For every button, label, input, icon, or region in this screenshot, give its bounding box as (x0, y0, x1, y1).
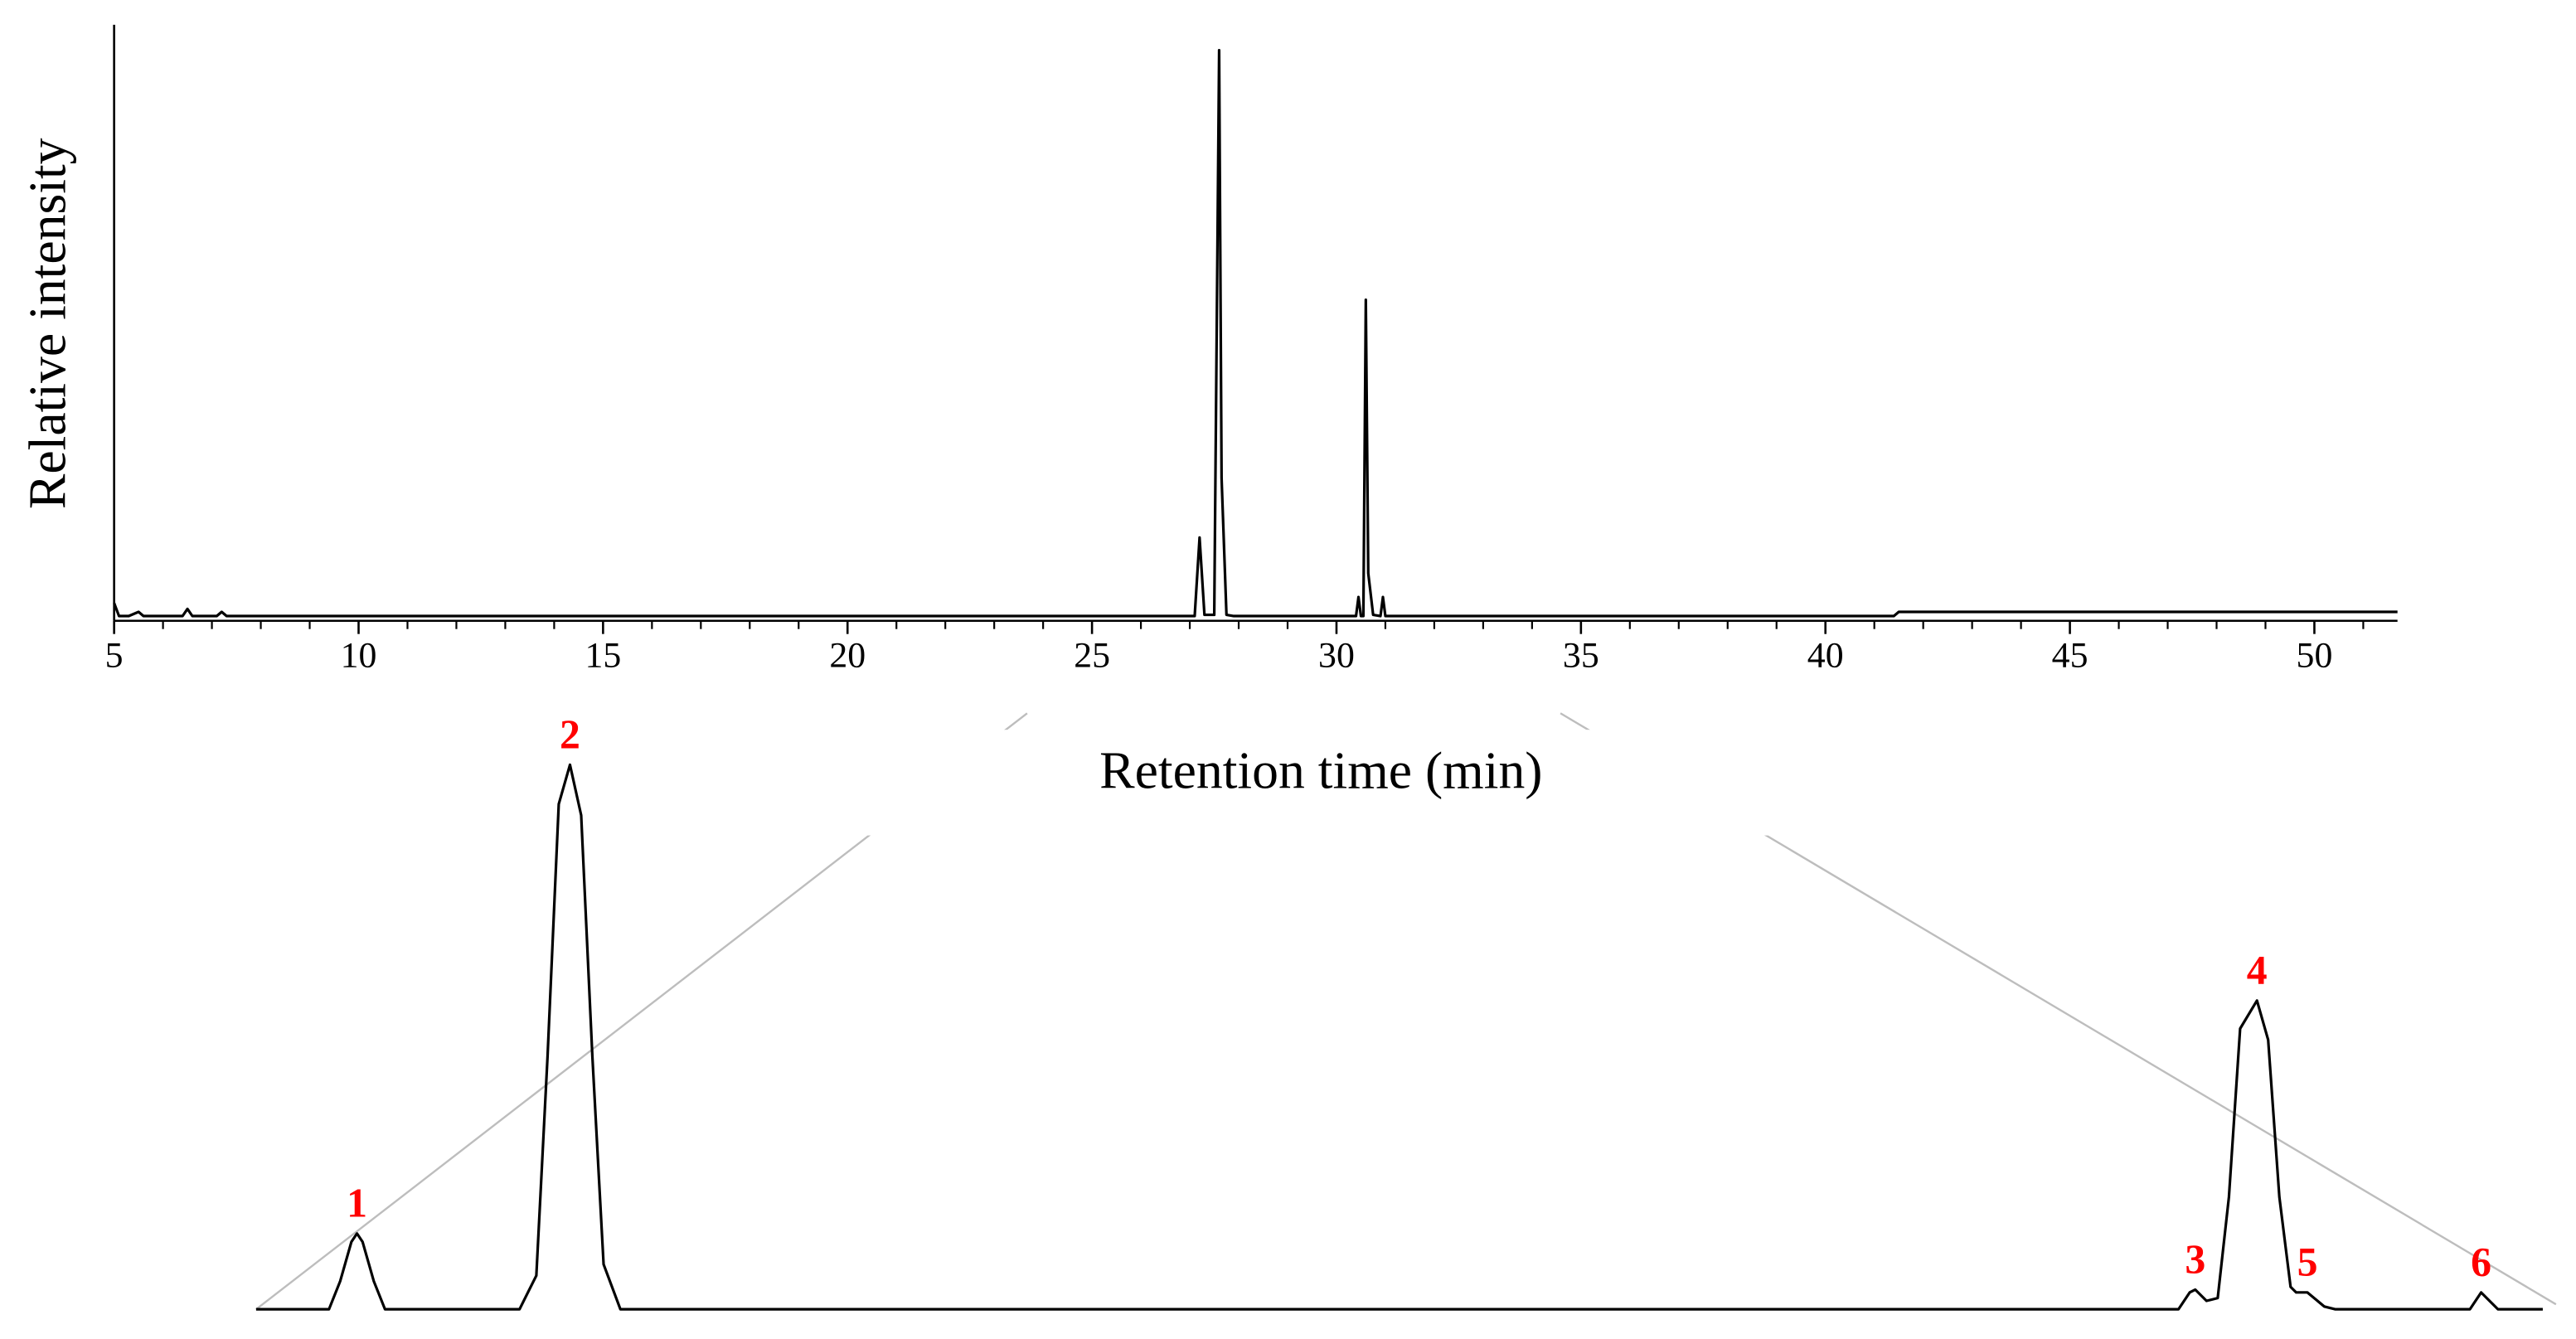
x-tick-label: 10 (341, 636, 377, 676)
peak-label: 1 (347, 1180, 367, 1225)
trace (255, 763, 2543, 1311)
peak-label: 5 (2297, 1239, 2318, 1284)
x-tick-label: 5 (105, 636, 124, 676)
peak-label: 6 (2471, 1239, 2491, 1284)
peak-label: 2 (560, 711, 580, 757)
label-backdrop (858, 730, 1783, 836)
x-tick-label: 15 (585, 636, 621, 676)
x-tick-label: 35 (1563, 636, 1599, 676)
trace (113, 48, 2398, 618)
x-axis-label: Retention time (min) (1099, 741, 1542, 800)
x-tick-label: 25 (1074, 636, 1110, 676)
x-tick-label: 50 (2297, 636, 2333, 676)
x-tick-label: 30 (1318, 636, 1355, 676)
peak-label: 4 (2247, 947, 2268, 992)
y-axis-label: Relative intensity (18, 138, 77, 509)
x-tick-label: 20 (829, 636, 866, 676)
x-tick-label: 40 (1807, 636, 1844, 676)
peak-label: 3 (2185, 1236, 2205, 1282)
x-tick-label: 45 (2052, 636, 2088, 676)
